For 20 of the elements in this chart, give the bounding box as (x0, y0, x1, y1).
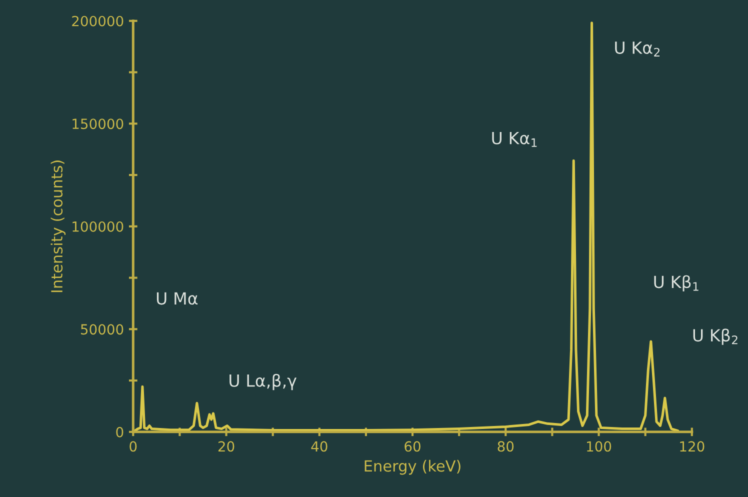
x-tick-label: 0 (130, 441, 137, 452)
text: U Kβ$_{2}$ (693, 328, 738, 345)
x-tick-label: 60 (404, 441, 420, 452)
x-tick-label: 80 (498, 441, 514, 452)
y-tick-label: 150000 (72, 118, 124, 130)
annotation: U Kα$_{1}$ (492, 132, 537, 147)
y-axis-title: Intensity (counts) (50, 160, 66, 292)
annotation: U Mα (156, 292, 198, 305)
y-tick-label: 200000 (72, 16, 124, 26)
x-tick-label: 20 (218, 441, 234, 452)
x-axis-title: Energy (keV) (364, 460, 460, 475)
annotation: U Lα,β,γ (230, 374, 296, 390)
x-tick-label: 120 (680, 441, 704, 452)
annotation: U Kβ$_{1}$ (654, 275, 698, 292)
x-tick-label: 100 (587, 441, 612, 452)
annotation: U Kα$_{2}$ (615, 42, 660, 56)
x-tick-label: 40 (311, 441, 328, 452)
y-tick-label: 0 (116, 426, 124, 438)
y-tick-label: 100000 (72, 221, 124, 232)
y-tick-label: 50000 (81, 324, 124, 335)
